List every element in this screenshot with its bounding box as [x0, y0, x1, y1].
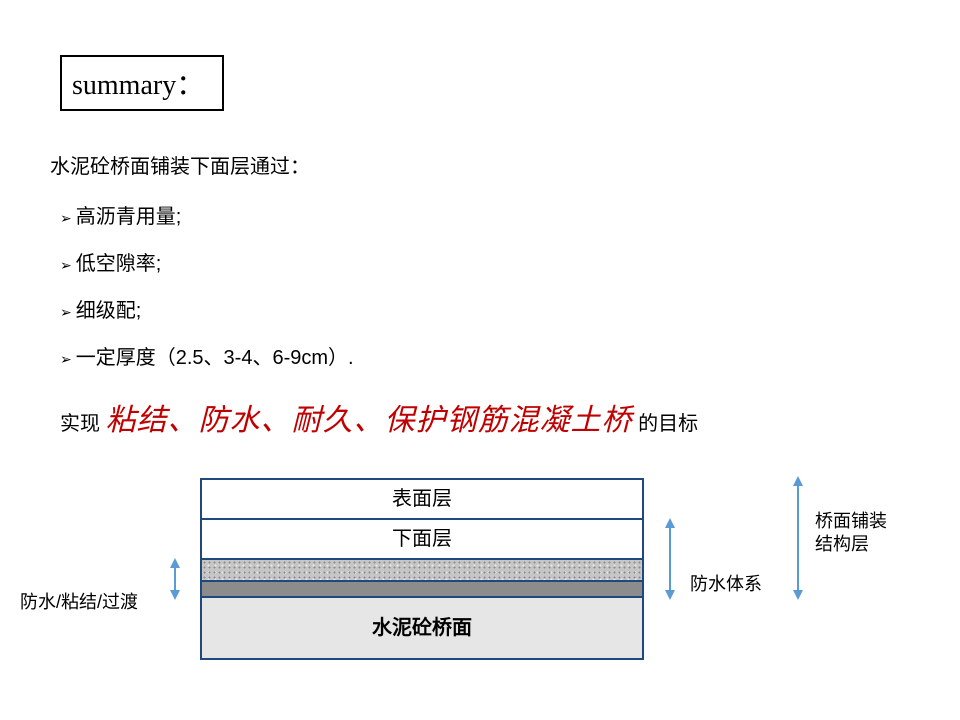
bullet-list: ➢高沥青用量; ➢低空隙率; ➢细级配; ➢一定厚度（2.5、3-4、6-9cm…	[60, 200, 354, 388]
bullet-marker-icon: ➢	[60, 351, 72, 368]
dim-right-outer-label: 桥面铺装 结构层	[815, 510, 887, 557]
bullet-text: 一定厚度（2.5、3-4、6-9cm）.	[76, 347, 354, 369]
layer-waterproof-speckle	[202, 560, 642, 582]
layer-surface-label: 表面层	[392, 489, 452, 509]
dim-right-outer-text: 桥面铺装 结构层	[815, 511, 887, 554]
bullet-item: ➢细级配;	[60, 294, 354, 323]
goal-prefix: 实现	[60, 413, 106, 435]
bullet-text: 低空隙率;	[76, 253, 162, 275]
layer-grey-band	[202, 582, 642, 598]
bullet-marker-icon: ➢	[60, 257, 72, 274]
intro-text: 水泥砼桥面铺装下面层通过：	[50, 150, 310, 179]
summary-title-box: summary：	[60, 55, 224, 111]
goal-suffix: 的目标	[638, 413, 698, 435]
arrow-down-icon	[665, 590, 675, 600]
dim-left-label: 防水/粘结/过渡	[20, 588, 138, 614]
dim-right-outer	[790, 478, 810, 598]
bullet-item: ➢高沥青用量;	[60, 200, 354, 229]
layer-concrete-deck: 水泥砼桥面	[202, 598, 642, 658]
dim-right-inner	[662, 520, 682, 598]
bullet-item: ➢一定厚度（2.5、3-4、6-9cm）.	[60, 341, 354, 370]
layer-surface: 表面层	[202, 480, 642, 520]
dim-shaft	[797, 484, 799, 592]
layer-lower: 下面层	[202, 520, 642, 560]
bullet-item: ➢低空隙率;	[60, 247, 354, 276]
summary-title: summary：	[72, 70, 204, 101]
arrow-down-icon	[170, 590, 180, 600]
dim-shaft	[669, 526, 671, 592]
dim-right-inner-label: 防水体系	[690, 570, 762, 596]
layer-lower-label: 下面层	[392, 529, 452, 549]
dim-shaft	[174, 566, 176, 592]
bullet-marker-icon: ➢	[60, 210, 72, 227]
bullet-marker-icon: ➢	[60, 304, 72, 321]
goal-line: 实现 粘结、防水、耐久、保护钢筋混凝土桥 的目标	[60, 395, 698, 439]
bullet-text: 高沥青用量;	[76, 206, 182, 228]
arrow-down-icon	[793, 590, 803, 600]
dim-left-waterproof	[150, 560, 200, 598]
layer-deck-label: 水泥砼桥面	[372, 618, 472, 638]
cross-section-diagram: 表面层 下面层 水泥砼桥面	[200, 478, 644, 660]
goal-highlight: 粘结、防水、耐久、保护钢筋混凝土桥	[106, 404, 633, 437]
bullet-text: 细级配;	[76, 300, 142, 322]
